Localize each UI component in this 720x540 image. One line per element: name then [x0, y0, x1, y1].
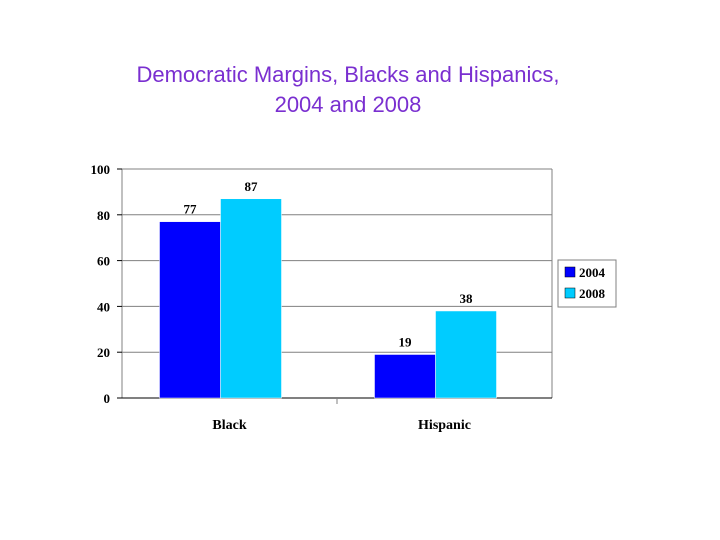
- y-tick-label: 60: [97, 254, 110, 269]
- y-axis-tick-labels: 0 20 40 60 80 100: [91, 162, 111, 406]
- legend-swatch-2008: [564, 287, 576, 299]
- x-axis-category-labels: Black Hispanic: [212, 418, 471, 433]
- data-label: 19: [399, 334, 413, 349]
- x-category-label: Hispanic: [418, 418, 471, 433]
- y-tick-label: 0: [104, 391, 111, 406]
- legend: 2004 2008: [557, 259, 617, 308]
- bar-2008-black: [220, 198, 282, 399]
- chart-title: Democratic Margins, Blacks and Hispanics…: [0, 60, 696, 120]
- y-tick-label: 20: [97, 345, 110, 360]
- chart-title-line-1: Democratic Margins, Blacks and Hispanics…: [136, 62, 560, 87]
- legend-label: 2008: [579, 286, 606, 301]
- data-label: 87: [245, 179, 259, 194]
- x-category-label: Black: [212, 418, 246, 433]
- legend-label: 2004: [579, 265, 606, 280]
- y-tick-label: 80: [97, 208, 110, 223]
- bar-2004-hispanic: [374, 354, 436, 399]
- data-label: 38: [460, 291, 474, 306]
- y-tick-label: 40: [97, 299, 110, 314]
- chart-title-line-2: 2004 and 2008: [274, 92, 422, 117]
- y-tick-label: 100: [91, 162, 111, 177]
- bar-2004-black: [159, 221, 221, 399]
- plot-area: [121, 169, 553, 398]
- bars: [159, 198, 497, 399]
- data-labels: 77 87 19 38: [184, 179, 474, 350]
- bar-2008-hispanic: [435, 310, 497, 399]
- data-label: 77: [184, 202, 198, 217]
- legend-swatch-2004: [564, 266, 576, 278]
